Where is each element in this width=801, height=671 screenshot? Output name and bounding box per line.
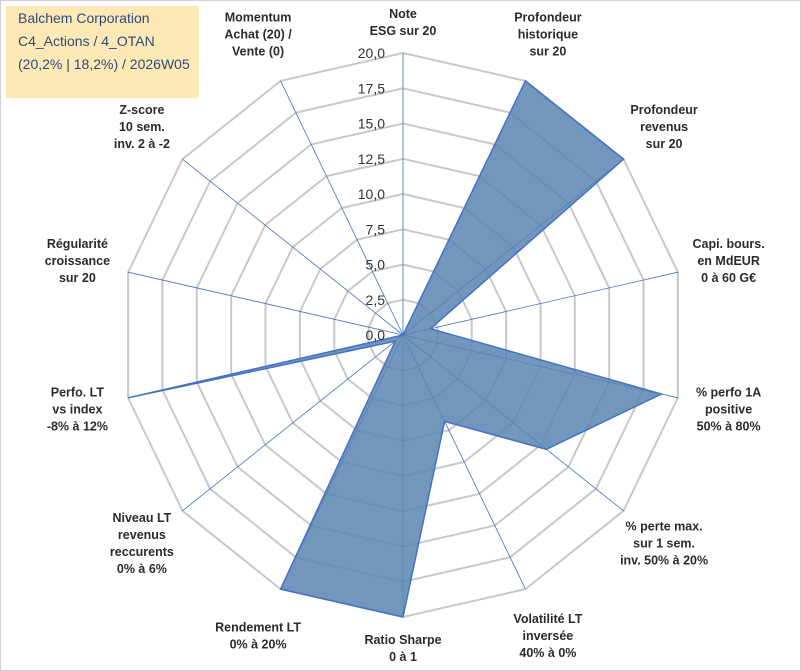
axis-label-line: inversée bbox=[523, 629, 574, 643]
axis-label-line: Note bbox=[389, 7, 417, 21]
axis-label-line: 50% à 80% bbox=[697, 420, 761, 434]
legend-box: Balchem Corporation C4_Actions / 4_OTAN … bbox=[6, 6, 199, 98]
legend-company-name: Balchem Corporation bbox=[18, 10, 150, 26]
axis-label-line: inv. 50% à 20% bbox=[620, 554, 708, 568]
axis-label: Momentum Achat (20) / Vente (0) bbox=[224, 10, 292, 58]
axis-label-line: Achat (20) / bbox=[224, 27, 292, 41]
axis-label-line: Niveau LT bbox=[112, 511, 171, 525]
axis-label: Perfo. LT vs index -8% à 12% bbox=[47, 386, 108, 434]
axis-label: Régularité croissance sur 20 bbox=[45, 237, 110, 285]
axis-label-line: revenus bbox=[118, 528, 166, 542]
axis-spoke bbox=[280, 80, 404, 336]
axis-label-line: historique bbox=[518, 27, 578, 41]
axis-label: Profondeur historique sur 20 bbox=[514, 10, 581, 58]
tick-label: 12,5 bbox=[358, 151, 385, 167]
axis-label-line: 0 à 1 bbox=[389, 650, 417, 664]
axis-label-line: Profondeur bbox=[630, 103, 697, 117]
tick-label: 15,0 bbox=[358, 116, 385, 132]
axis-label: Niveau LT revenus reccurents 0% à 6% bbox=[110, 511, 174, 576]
tick-label: 10,0 bbox=[358, 186, 385, 202]
axis-label: % perte max. sur 1 sem. inv. 50% à 20% bbox=[620, 520, 708, 568]
axis-label: Volatilité LT inversée 40% à 0% bbox=[513, 612, 582, 660]
radar-axis-labels: Note ESG sur 20 Profondeur historique sur 20… bbox=[45, 7, 765, 664]
axis-spoke bbox=[128, 271, 404, 336]
axis-spoke bbox=[182, 334, 404, 512]
axis-label-line: % perfo 1A bbox=[696, 386, 761, 400]
axis-label-line: positive bbox=[705, 403, 752, 417]
axis-label-line: 0 à 60 G€ bbox=[701, 271, 756, 285]
axis-label-line: Vente (0) bbox=[232, 44, 284, 58]
axis-label-line: Ratio Sharpe bbox=[364, 633, 441, 647]
tick-label: 17,5 bbox=[358, 80, 385, 96]
legend-portfolio: C4_Actions / 4_OTAN bbox=[18, 33, 155, 49]
tick-label: 20,0 bbox=[358, 45, 385, 61]
axis-label-line: Régularité bbox=[47, 237, 108, 251]
axis-label: Rendement LT 0% à 20% bbox=[215, 621, 301, 652]
axis-label-line: ESG sur 20 bbox=[370, 24, 437, 38]
axis-label-line: 0% à 20% bbox=[230, 638, 287, 652]
axis-label-line: Perfo. LT bbox=[51, 386, 105, 400]
axis-label-line: inv. 2 à -2 bbox=[114, 137, 170, 151]
axis-label-line: Momentum bbox=[225, 10, 292, 24]
axis-label-line: 10 sem. bbox=[119, 120, 165, 134]
radar-series bbox=[127, 79, 664, 618]
axis-spoke bbox=[182, 158, 404, 336]
axis-label: Ratio Sharpe 0 à 1 bbox=[364, 633, 441, 664]
axis-label: Profondeur revenus sur 20 bbox=[630, 103, 697, 151]
axis-label-line: sur 20 bbox=[646, 137, 683, 151]
axis-label: Capi. bours. en MdEUR 0 à 60 G€ bbox=[692, 237, 764, 285]
legend-stats: (20,2% | 18,2%) / 2026W05 bbox=[18, 56, 190, 72]
axis-spoke bbox=[402, 271, 678, 336]
series-area bbox=[127, 79, 664, 618]
axis-label-line: % perte max. bbox=[626, 520, 703, 534]
axis-label-line: -8% à 12% bbox=[47, 420, 108, 434]
axis-label-line: sur 20 bbox=[59, 271, 96, 285]
axis-label-line: Profondeur bbox=[514, 10, 581, 24]
axis-label-line: 40% à 0% bbox=[519, 646, 576, 660]
axis-label-line: Volatilité LT bbox=[513, 612, 582, 626]
axis-label: Note ESG sur 20 bbox=[370, 7, 437, 38]
axis-label-line: Rendement LT bbox=[215, 621, 301, 635]
tick-label: 5,0 bbox=[366, 257, 386, 273]
radar-tick-labels: 0,0 2,5 5,0 7,5 10,0 12,5 15,0 17,5 20,0 bbox=[358, 45, 385, 343]
tick-label: 2,5 bbox=[366, 292, 386, 308]
axis-label-line: sur 1 sem. bbox=[633, 537, 695, 551]
axis-label-line: croissance bbox=[45, 254, 110, 268]
axis-label-line: sur 20 bbox=[529, 44, 566, 58]
axis-label: Z-score 10 sem. inv. 2 à -2 bbox=[114, 103, 170, 151]
tick-label: 0,0 bbox=[366, 327, 386, 343]
tick-label: 7,5 bbox=[366, 221, 386, 237]
axis-label-line: en MdEUR bbox=[697, 254, 760, 268]
axis-label-line: vs index bbox=[52, 403, 102, 417]
axis-label-line: Z-score bbox=[119, 103, 164, 117]
axis-label: % perfo 1A positive 50% à 80% bbox=[696, 386, 761, 434]
axis-label-line: 0% à 6% bbox=[117, 562, 167, 576]
axis-label-line: Capi. bours. bbox=[692, 237, 764, 251]
axis-label-line: reccurents bbox=[110, 545, 174, 559]
axis-label-line: revenus bbox=[640, 120, 688, 134]
